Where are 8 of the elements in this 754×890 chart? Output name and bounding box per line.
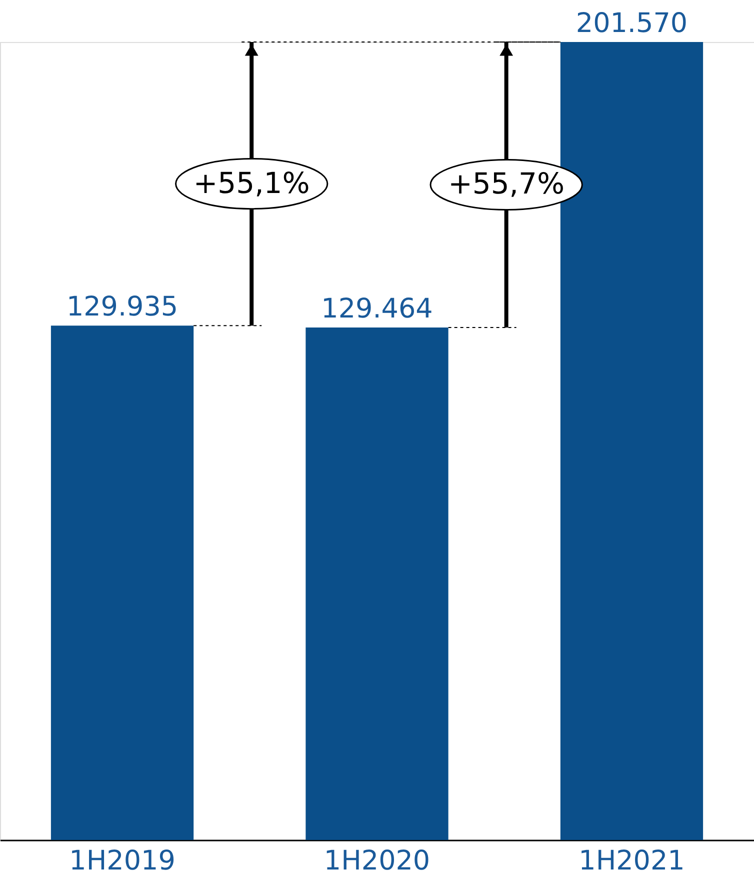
data-label: 129.464: [321, 293, 433, 324]
x-tick-label: 1H2020: [324, 846, 430, 876]
x-tick-label: 1H2019: [69, 846, 176, 876]
data-label: 129.935: [66, 292, 178, 323]
data-label: 201.570: [576, 8, 688, 39]
annotation: +55,7%: [448, 166, 565, 201]
annotation: +55,1%: [193, 166, 310, 200]
x-tick-label: 1H2021: [578, 846, 685, 876]
